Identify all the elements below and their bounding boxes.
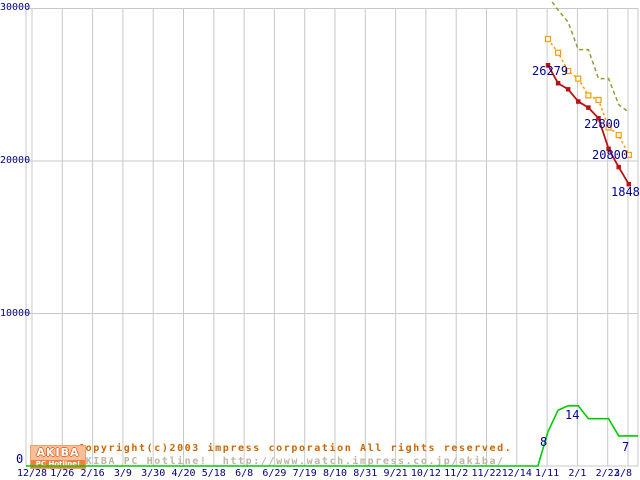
copyright-line: Copyright(c)2003 impress corporation All…: [78, 443, 513, 454]
x-axis-label: 8/31: [353, 468, 378, 479]
x-axis-label: 4/20: [171, 468, 196, 479]
x-axis-label: 10/12: [410, 468, 441, 479]
y-axis-label: 20000: [0, 155, 31, 166]
x-axis-label: 3/30: [141, 468, 166, 479]
x-axis-label: 12/14: [501, 468, 532, 479]
x-axis-label: 1/26: [50, 468, 75, 479]
x-axis-label: 12/28: [16, 468, 48, 479]
x-axis-label: 1/11: [535, 468, 560, 479]
value-annotation: 0: [16, 452, 24, 466]
value-annotation: 8: [540, 435, 548, 449]
x-axis-label: 9/21: [383, 468, 408, 479]
x-axis-label: 8/10: [322, 468, 348, 479]
x-axis-label: 6/8: [235, 468, 254, 479]
y-axis-label: 30000: [0, 2, 31, 14]
value-annotation: 22800: [584, 117, 621, 131]
logo-subtitle: PC Hotline!: [31, 460, 85, 468]
y-axis-label: 10000: [0, 307, 31, 319]
value-annotation: 14: [565, 408, 580, 422]
x-axis-label: 2/22: [595, 468, 620, 479]
akiba-pc-hotline-logo: AKIBA PC Hotline!: [30, 445, 86, 469]
value-annotation: 7: [622, 440, 630, 454]
x-axis-label: 11/2: [444, 468, 469, 479]
x-axis-label: 6/29: [262, 468, 287, 479]
x-axis-label: 3/8: [613, 468, 633, 479]
x-axis-label: 2/1: [568, 468, 587, 479]
x-axis-label: 2/16: [80, 468, 105, 479]
logo-title: AKIBA: [36, 446, 80, 459]
x-axis-label: 5/18: [201, 468, 226, 479]
x-axis-label: 11/22: [471, 468, 502, 479]
value-annotation: 26279: [532, 64, 569, 78]
site-url-line: AKIBA PC Hotline! http://www.watch.impre…: [78, 456, 505, 467]
x-axis-label: 3/9: [113, 468, 132, 479]
value-annotation: 20800: [592, 148, 629, 162]
x-axis-label: 7/19: [292, 468, 317, 479]
